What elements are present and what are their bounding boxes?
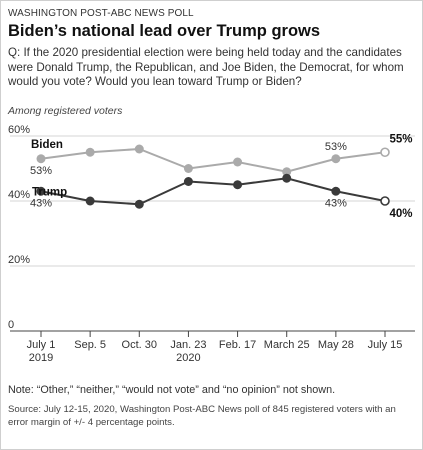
x-tick-label: March 25 bbox=[264, 339, 310, 351]
x-tick-label: July 1 bbox=[27, 339, 56, 351]
trump-point bbox=[183, 177, 193, 186]
biden-point bbox=[183, 164, 193, 173]
chart-source: Source: July 12-15, 2020, Washington Pos… bbox=[8, 404, 396, 428]
x-tick-label: Jan. 23 bbox=[170, 339, 206, 351]
x-tick-label: Feb. 17 bbox=[219, 339, 256, 351]
trump-data-label: 40% bbox=[389, 208, 412, 220]
y-tick-label: 40% bbox=[8, 189, 30, 201]
x-tick-label: May 28 bbox=[318, 339, 354, 351]
y-tick-label: 20% bbox=[8, 254, 30, 266]
biden-series-label: Biden bbox=[31, 139, 63, 151]
trump-point bbox=[331, 186, 341, 196]
biden-point bbox=[282, 167, 292, 177]
trump-point bbox=[134, 199, 144, 209]
biden-point bbox=[380, 147, 390, 158]
trump-series-label: Trump bbox=[32, 186, 67, 198]
chart-title: Biden’s national lead over Trump grows bbox=[8, 22, 321, 40]
chart-note: Note: “Other,” “neither,” “would not vot… bbox=[8, 384, 336, 396]
biden-data-label: 53% bbox=[325, 141, 347, 153]
biden-point bbox=[36, 154, 46, 164]
x-tick-label: Sep. 5 bbox=[74, 339, 106, 351]
y-tick-label: 60% bbox=[8, 124, 30, 136]
trump-point bbox=[233, 180, 243, 190]
biden-data-label: 55% bbox=[389, 133, 412, 145]
chart-subtitle: Among registered voters bbox=[8, 105, 123, 117]
x-tick-year-label: 2019 bbox=[29, 352, 53, 364]
trump-point bbox=[380, 196, 390, 206]
trump-data-label: 43% bbox=[325, 197, 347, 209]
biden-point bbox=[85, 147, 95, 157]
trump-point bbox=[85, 196, 95, 206]
biden-point bbox=[134, 144, 144, 154]
x-tick-label: July 15 bbox=[368, 339, 403, 351]
biden-point bbox=[233, 157, 243, 167]
trump-point bbox=[36, 186, 46, 196]
poll-question: Q: If the 2020 presidential election wer… bbox=[8, 46, 404, 88]
source-line: WASHINGTON POST-ABC NEWS POLL bbox=[8, 8, 194, 19]
biden-point bbox=[331, 154, 341, 164]
trump-point bbox=[282, 173, 292, 183]
biden-line bbox=[40, 147, 386, 173]
trump-data-label: 43% bbox=[30, 197, 52, 209]
x-tick-label: Oct. 30 bbox=[122, 339, 157, 351]
trump-line bbox=[40, 177, 386, 206]
x-tick-year-label: 2020 bbox=[176, 352, 200, 364]
y-tick-label: 0 bbox=[8, 319, 14, 331]
biden-data-label: 53% bbox=[30, 165, 52, 177]
